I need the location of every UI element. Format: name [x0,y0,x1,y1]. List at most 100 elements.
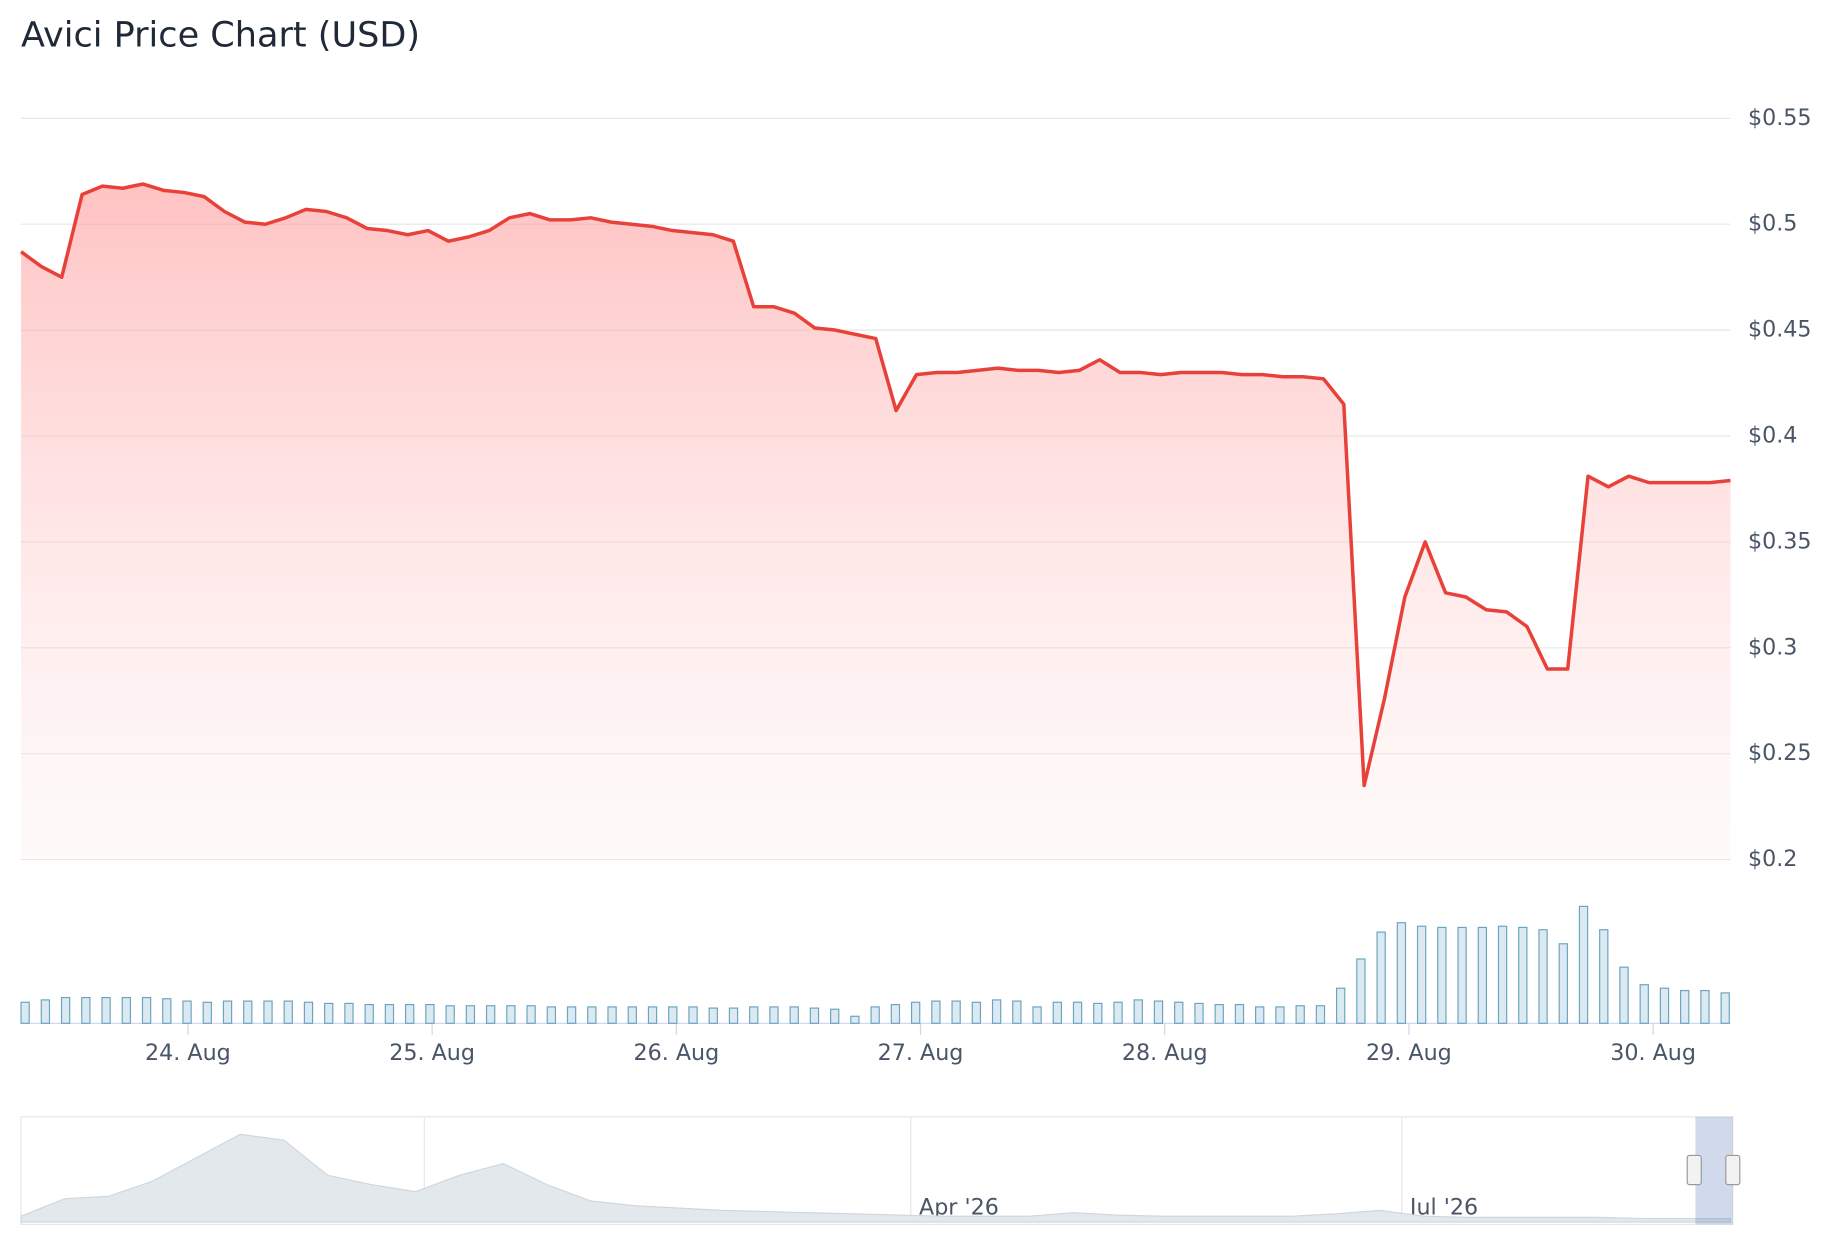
volume-bar [1275,1006,1285,1024]
chart-title: Avici Price Chart (USD) [21,14,420,55]
volume-bar [769,1006,779,1024]
plot: $0.2 $0.25 $0.3 $0.35 $0.4 $0.45 $0.5 $0.55 24. … [20,105,1812,1223]
volume-bar [222,1000,233,1024]
y-tick-label: $0.2 [1748,846,1797,872]
y-tick-label: $0.25 [1748,740,1812,766]
volume-bar [688,1006,698,1024]
volume-bar [1396,922,1407,1024]
volume-bar [1153,1000,1164,1024]
x-tick-label: 30. Aug [1610,1040,1696,1066]
volume-bar [1255,1006,1265,1024]
volume-bar [931,1000,941,1024]
y-tick-label: $0.5 [1748,211,1797,237]
volume-bar [647,1006,658,1024]
volume-bar [384,1004,395,1024]
volume-bar [991,999,1002,1024]
x-tick-label: 26. Aug [633,1040,719,1066]
volume-bar [1335,987,1346,1024]
volume-bar [1477,926,1488,1024]
volume-bar [1315,1005,1326,1024]
volume-bar [162,998,172,1024]
volume-bar [951,1000,961,1024]
y-tick-label: $0.4 [1748,423,1797,449]
volume-bar [910,1001,921,1024]
navigator-handle[interactable] [1686,1154,1702,1186]
volume-bar [1518,926,1528,1024]
x-tick-label: 24. Aug [145,1040,231,1066]
volume-bar [627,1006,637,1024]
x-tick-label: 27. Aug [878,1040,964,1066]
volume-bar [1194,1002,1204,1024]
volume-bar [526,1005,536,1024]
volume-bar [728,1007,739,1024]
volume-bar [668,1006,678,1024]
volume-bar [1558,943,1568,1024]
area [21,184,1731,860]
volume-bar [445,1005,455,1024]
volume-bar [506,1005,516,1024]
volume-bar [1639,984,1649,1024]
volume-bar [607,1006,617,1024]
volume-bar [283,1000,293,1024]
volume-bar [182,1000,192,1024]
volume-bar [708,1007,718,1024]
volume-bar [1538,929,1548,1024]
volume-bar [141,996,152,1024]
navigator-area [20,1133,1732,1223]
volume-bar [1680,989,1690,1024]
volume-bar [1113,1001,1123,1024]
volume-bar [1052,1001,1062,1024]
volume-bar [1457,926,1467,1024]
volume-bar [60,996,71,1024]
volume-bar [485,1005,496,1024]
volume-bar [404,1004,415,1024]
volume-bar [587,1006,597,1024]
volume-bar [263,1000,273,1024]
y-tick-label: $0.55 [1748,105,1812,131]
volume-bar [425,1004,435,1024]
volume-bar [324,1002,334,1024]
volume-bar [1599,929,1609,1024]
volume-bar [1012,1000,1022,1024]
y-tick-label: $0.45 [1748,317,1812,343]
volume-bar [546,1006,557,1024]
navigator-handle[interactable] [1725,1154,1741,1186]
volume-bar [1072,1001,1083,1024]
volume-bar [243,1000,253,1024]
x-tick-label: 29. Aug [1366,1040,1452,1066]
volume-bar [1214,1004,1224,1024]
volume-bar [1093,1002,1103,1024]
volume-bar [1376,931,1386,1024]
volume-bar [40,999,51,1024]
volume-bar [1234,1004,1245,1024]
volume-bar [202,1001,212,1024]
volume-bar [890,1004,901,1024]
x-tick-label: 28. Aug [1122,1040,1208,1066]
volume-bar [81,996,91,1024]
volume-bar [566,1006,577,1024]
volume-bar [344,1002,354,1024]
volume-bar [1295,1005,1305,1024]
volume-bar [465,1005,476,1024]
volume-bar [789,1006,799,1024]
volume-bar [1619,966,1629,1024]
volume-bar [1700,989,1710,1024]
volume-bar [1032,1006,1042,1024]
volume-bar [121,996,132,1024]
volume-bar [809,1007,820,1024]
volume-bar [101,996,111,1024]
volume-bar [1174,1001,1184,1024]
y-tick-label: $0.35 [1748,528,1812,554]
volume-bar [870,1006,880,1024]
x-tick-label: 25. Aug [389,1040,475,1066]
volume-bar [749,1006,759,1024]
volume-bar [303,1001,314,1024]
volume-bar [971,1001,982,1024]
volume-bar [364,1004,374,1024]
volume-bar [1497,925,1508,1024]
volume-bar [1416,925,1427,1024]
price-line [20,182,1731,788]
y-tick-label: $0.3 [1748,634,1797,660]
volume-bar [1133,999,1143,1024]
